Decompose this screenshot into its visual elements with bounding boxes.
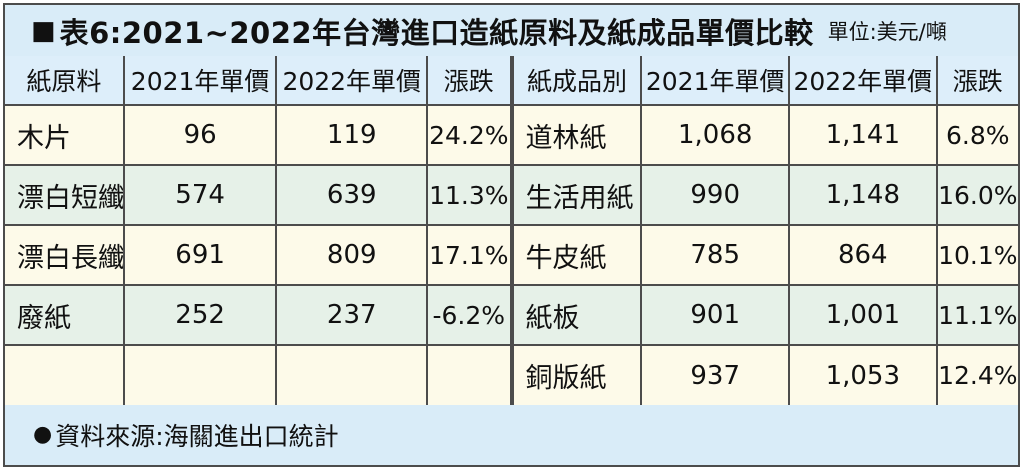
table-cell: 937	[640, 344, 790, 405]
table-cell: 漂白長纖	[5, 224, 125, 286]
header-row: 紙成品別 2021年單價 2022年單價 漲跌	[511, 56, 1018, 106]
unit-label: 單位:美元/噸	[827, 19, 947, 44]
table-cell: 252	[122, 284, 278, 346]
table-cell	[5, 344, 125, 405]
table-row: 木片 96 119 24.2%	[5, 104, 512, 166]
table-cell: 990	[640, 164, 790, 226]
table-row-empty	[5, 344, 512, 405]
table-cell: 901	[640, 284, 790, 346]
table-cell: 574	[122, 164, 278, 226]
table-figure-frame: ■ 表6:2021~2022年台灣進口造紙原料及紙成品單價比較 單位:美元/噸 …	[3, 3, 1020, 467]
title-bar: ■ 表6:2021~2022年台灣進口造紙原料及紙成品單價比較 單位:美元/噸	[5, 5, 1018, 56]
table-row: 牛皮紙 785 864 10.1%	[511, 224, 1018, 286]
column-header: 2021年單價	[122, 56, 278, 106]
table-cell: 1,001	[787, 284, 938, 346]
table-cell: 11.3%	[426, 164, 512, 226]
table-cell: 1,148	[787, 164, 938, 226]
table-row: 廢紙 252 237 -6.2%	[5, 284, 512, 346]
table-cell: 809	[275, 224, 429, 286]
source-note-bar: ● 資料來源:海關進出口統計	[5, 405, 1018, 465]
table-cell: -6.2%	[426, 284, 512, 346]
table-cell: 木片	[5, 104, 125, 166]
circle-bullet-icon: ●	[33, 422, 53, 447]
table-cell: 1,141	[787, 104, 938, 166]
table-cell: 紙板	[511, 284, 643, 346]
table-cell: 17.1%	[426, 224, 512, 286]
column-header: 2022年單價	[787, 56, 938, 106]
table-cell	[426, 344, 512, 405]
column-header: 2021年單價	[640, 56, 790, 106]
table-row: 漂白短纖 574 639 11.3%	[5, 164, 512, 226]
column-header: 紙成品別	[511, 56, 643, 106]
table-cell: 12.4%	[935, 344, 1018, 405]
table-cell: 銅版紙	[511, 344, 643, 405]
table-cell: 639	[275, 164, 429, 226]
table-cell: 生活用紙	[511, 164, 643, 226]
raw-materials-table: 紙原料 2021年單價 2022年單價 漲跌 木片 96 119 24.2% 漂…	[5, 56, 512, 405]
table-cell: 漂白短纖	[5, 164, 125, 226]
table-cell: 1,068	[640, 104, 790, 166]
table-cell: 道林紙	[511, 104, 643, 166]
square-bullet-icon: ■	[31, 15, 56, 46]
table-cell: 6.8%	[935, 104, 1018, 166]
paper-products-table: 紙成品別 2021年單價 2022年單價 漲跌 道林紙 1,068 1,141 …	[511, 56, 1018, 405]
table-row: 漂白長纖 691 809 17.1%	[5, 224, 512, 286]
table-cell: 237	[275, 284, 429, 346]
table-cell: 廢紙	[5, 284, 125, 346]
header-row: 紙原料 2021年單價 2022年單價 漲跌	[5, 56, 512, 106]
table-row: 生活用紙 990 1,148 16.0%	[511, 164, 1018, 226]
table-cell: 119	[275, 104, 429, 166]
table-cell: 牛皮紙	[511, 224, 643, 286]
column-header: 漲跌	[426, 56, 512, 106]
table-cell: 16.0%	[935, 164, 1018, 226]
table-cell: 691	[122, 224, 278, 286]
source-note: 資料來源:海關進出口統計	[55, 422, 339, 451]
column-header: 漲跌	[935, 56, 1018, 106]
column-header: 紙原料	[5, 56, 125, 106]
table-row: 紙板 901 1,001 11.1%	[511, 284, 1018, 346]
table-cell: 1,053	[787, 344, 938, 405]
table-cell: 864	[787, 224, 938, 286]
table-cell: 11.1%	[935, 284, 1018, 346]
table-row: 道林紙 1,068 1,141 6.8%	[511, 104, 1018, 166]
table-cell: 24.2%	[426, 104, 512, 166]
table-cell	[122, 344, 278, 405]
table-cell	[275, 344, 429, 405]
table-cell: 96	[122, 104, 278, 166]
table-row: 銅版紙 937 1,053 12.4%	[511, 344, 1018, 405]
table-cell: 785	[640, 224, 790, 286]
table-cell: 10.1%	[935, 224, 1018, 286]
figure-title: 表6:2021~2022年台灣進口造紙原料及紙成品單價比較	[59, 15, 814, 50]
column-header: 2022年單價	[275, 56, 429, 106]
comparison-tables: 紙原料 2021年單價 2022年單價 漲跌 木片 96 119 24.2% 漂…	[5, 56, 1018, 405]
